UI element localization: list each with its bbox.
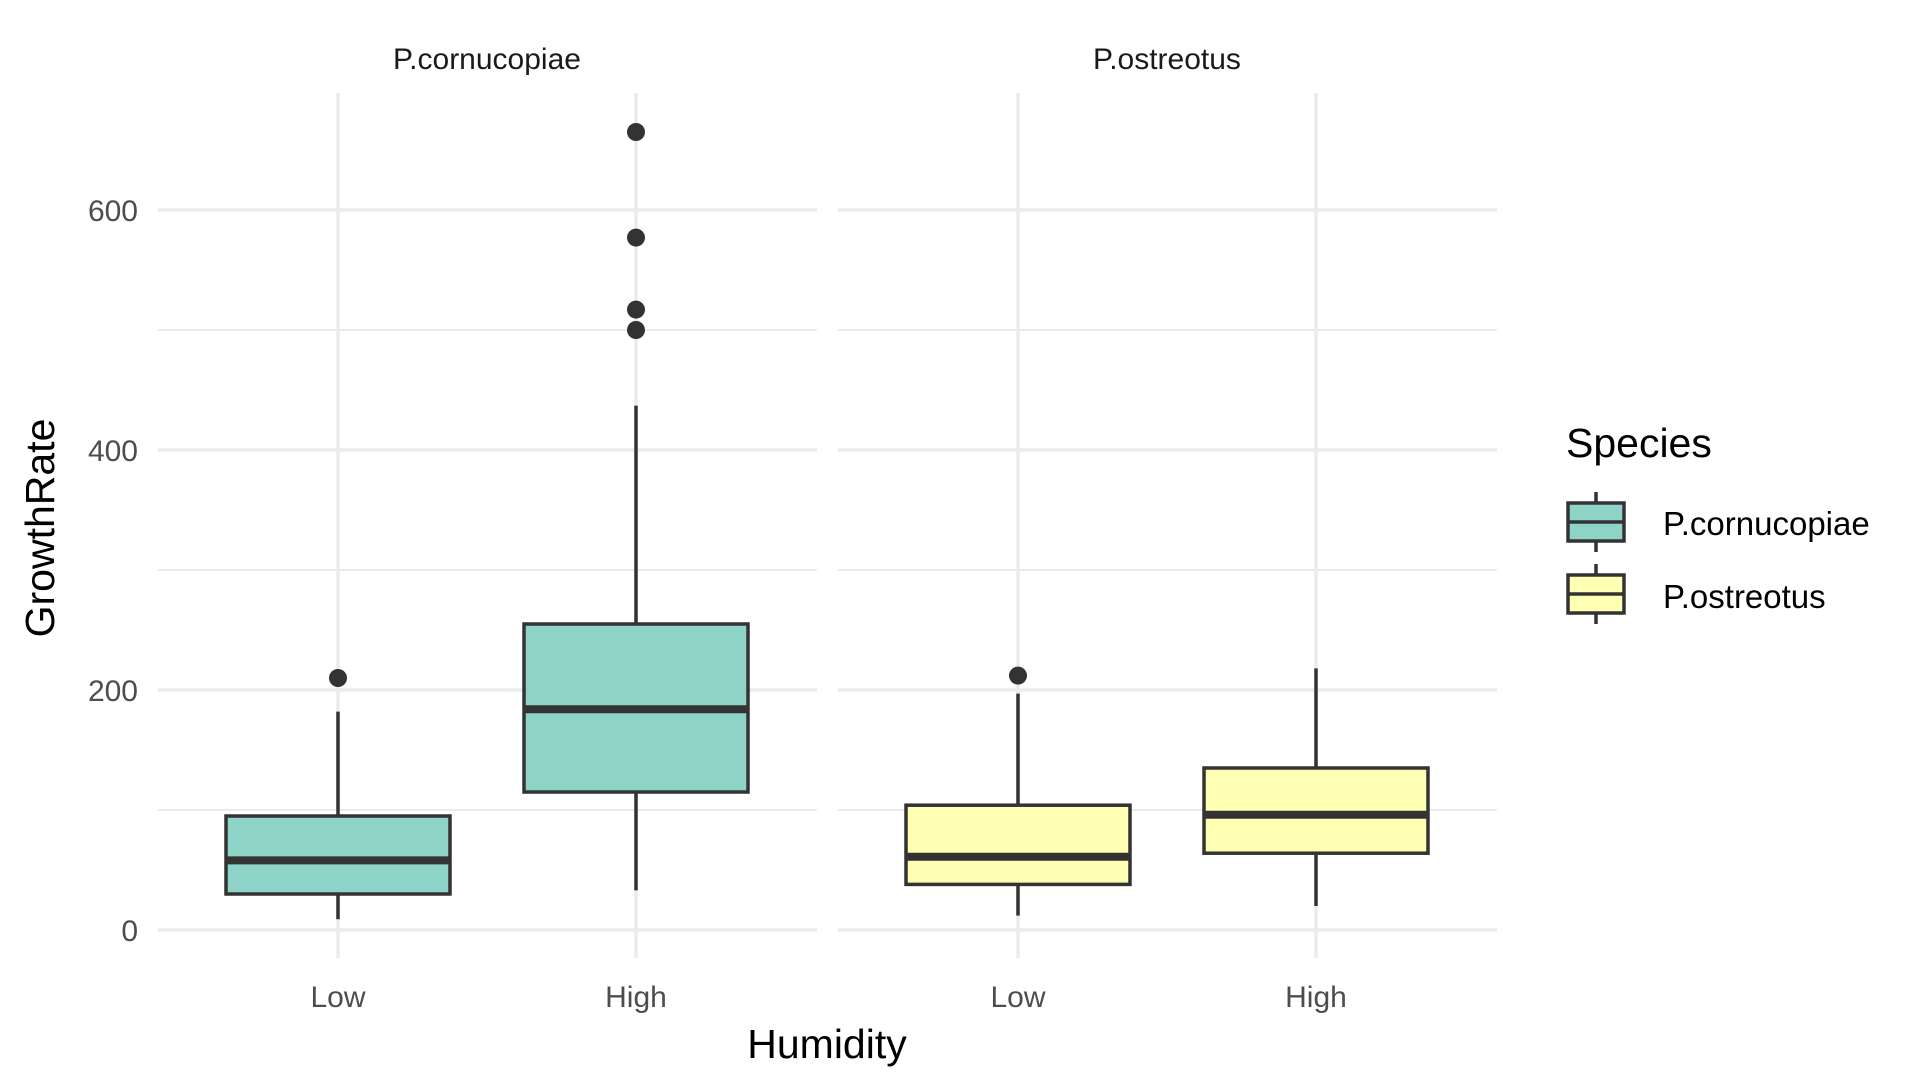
x-tick-high-panel1: High xyxy=(605,981,667,1014)
boxes-layer xyxy=(224,123,1430,920)
x-axis-title: Humidity xyxy=(747,1021,907,1067)
box-p-ostreotus-high xyxy=(1202,668,1430,906)
outlier-point-4 xyxy=(627,123,645,141)
box-p-cornucopiae-low xyxy=(224,669,452,920)
y-axis-title: GrowthRate xyxy=(17,419,63,638)
legend-label-p-ostreotus: P.ostreotus xyxy=(1663,578,1826,615)
iqr-box xyxy=(904,803,1132,887)
iqr-box xyxy=(1202,766,1430,855)
legend-label-p-cornucopiae: P.cornucopiae xyxy=(1663,505,1870,542)
box-p-cornucopiae-high xyxy=(522,123,750,891)
y-tick-400: 400 xyxy=(88,435,138,468)
y-tick-0: 0 xyxy=(121,915,138,948)
legend-title: Species xyxy=(1566,420,1712,466)
x-tick-high-panel2: High xyxy=(1285,981,1347,1014)
outlier-point-2 xyxy=(627,300,645,319)
outlier-point-3 xyxy=(627,228,645,247)
outlier-point-1 xyxy=(329,669,347,687)
y-tick-200: 200 xyxy=(88,675,138,708)
iqr-box xyxy=(224,814,452,896)
x-tick-low-panel2: Low xyxy=(990,981,1045,1014)
outlier-point-1 xyxy=(1009,666,1027,685)
outlier-point-1 xyxy=(627,321,645,339)
facet-label-p-ostreotus: P.ostreotus xyxy=(1093,43,1241,76)
facet-strips: P.cornucopiae P.ostreotus xyxy=(393,43,1241,76)
y-tick-600: 600 xyxy=(88,195,138,228)
grid-layer xyxy=(158,93,1497,958)
x-axis-ticks: Low High Low High xyxy=(310,981,1346,1014)
y-axis-ticks: 0 200 400 600 xyxy=(88,195,138,948)
legend-key-p-ostreotus xyxy=(1566,564,1626,624)
legend-key-p-cornucopiae xyxy=(1566,492,1626,552)
box-p-ostreotus-low xyxy=(904,666,1132,916)
facet-label-p-cornucopiae: P.cornucopiae xyxy=(393,43,581,76)
legend-keys xyxy=(1566,492,1626,624)
x-tick-low-panel1: Low xyxy=(310,981,365,1014)
legend: Species P.cornucopiae P.ostreotus xyxy=(1566,420,1870,624)
